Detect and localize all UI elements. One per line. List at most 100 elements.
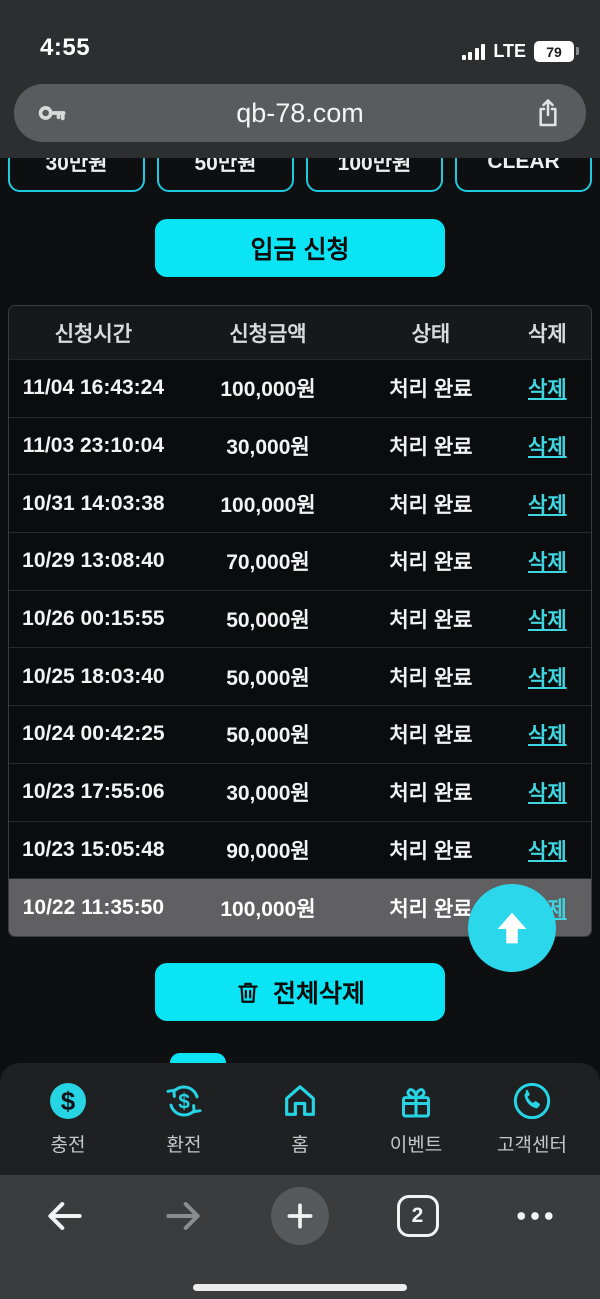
request-time: 10/23 15:05:48: [9, 838, 178, 862]
status-text: 처리 완료: [358, 489, 504, 519]
request-amount-text: 50,000원: [226, 666, 310, 690]
table-body: 11/04 16:43:24 100,000원 처리 완료 삭제 11/03 23:10…: [9, 359, 591, 936]
delete-link-text[interactable]: 삭제: [528, 666, 567, 690]
nav-label-event: 이벤트: [389, 1135, 443, 1156]
back-button[interactable]: [36, 1187, 94, 1245]
tab-count-icon: 2: [396, 1195, 439, 1237]
delete-all-button[interactable]: 전체삭제: [155, 962, 445, 1021]
status-text-text: 처리 완료: [389, 666, 473, 690]
delete-link-text[interactable]: 삭제: [528, 493, 567, 517]
status-text-text: 처리 완료: [389, 897, 473, 921]
delete-link[interactable]: 삭제: [504, 373, 591, 403]
delete-link-text[interactable]: 삭제: [528, 436, 567, 460]
clock: 4:55: [40, 34, 91, 61]
request-time-text: 11/03 23:10:04: [22, 434, 165, 458]
network-type: LTE: [493, 41, 526, 61]
home-indicator[interactable]: [193, 1284, 407, 1291]
svg-text:$: $: [178, 1091, 190, 1114]
delete-link-text[interactable]: 삭제: [528, 839, 567, 863]
delete-link[interactable]: 삭제: [504, 777, 591, 807]
request-amount: 50,000원: [178, 662, 358, 692]
request-amount-text: 50,000원: [226, 609, 310, 633]
request-time: 10/23 17:55:06: [9, 780, 178, 804]
menu-button[interactable]: [506, 1187, 564, 1245]
request-time-text: 10/29 13:08:40: [22, 549, 165, 573]
status-text-text: 처리 완료: [389, 436, 473, 460]
table-row: 10/23 17:55:06 30,000원 처리 완료 삭제: [9, 762, 591, 821]
delete-link[interactable]: 삭제: [504, 546, 591, 576]
nav-label-support: 고객센터: [497, 1135, 567, 1156]
url-text: qb-78.com: [236, 97, 364, 128]
url-row: qb-78.com: [0, 70, 600, 142]
request-amount-text: 100,000원: [220, 378, 316, 402]
table-row: 11/03 23:10:04 30,000원 처리 완료 삭제: [9, 416, 591, 475]
request-amount-text: 70,000원: [226, 551, 310, 575]
arrow-up-icon: [489, 905, 535, 951]
site-bottom-nav: $ 충전 $ 환전 홈: [0, 1063, 600, 1175]
request-time: 11/04 16:43:24: [9, 376, 178, 400]
tab-switcher-button[interactable]: 2: [389, 1187, 447, 1245]
delete-link-text[interactable]: 삭제: [528, 724, 567, 748]
status-text: 처리 완료: [358, 835, 504, 865]
delete-link-text[interactable]: 삭제: [528, 378, 567, 402]
delete-link[interactable]: 삭제: [504, 489, 591, 519]
request-amount: 100,000원: [178, 893, 358, 923]
status-text-text: 처리 완료: [389, 782, 473, 806]
nav-item-support[interactable]: 고객센터: [487, 1081, 577, 1157]
request-amount-text: 50,000원: [226, 724, 310, 748]
status-text: 처리 완료: [358, 777, 504, 807]
request-time: 10/29 13:08:40: [9, 549, 178, 573]
delete-link-text[interactable]: 삭제: [528, 782, 567, 806]
request-amount: 100,000원: [178, 489, 358, 519]
request-amount: 30,000원: [178, 431, 358, 461]
status-text: 처리 완료: [358, 893, 504, 923]
status-text: 처리 완료: [358, 662, 504, 692]
header-status: 상태: [411, 322, 451, 346]
table-row: 10/26 00:15:55 50,000원 처리 완료 삭제: [9, 589, 591, 648]
delete-link[interactable]: 삭제: [504, 431, 591, 461]
delete-link[interactable]: 삭제: [504, 662, 591, 692]
table-row: 10/29 13:08:40 70,000원 처리 완료 삭제: [9, 532, 591, 590]
new-tab-button[interactable]: [271, 1187, 329, 1245]
status-text-text: 처리 완료: [389, 724, 473, 748]
request-time: 10/22 11:35:50: [9, 896, 178, 920]
delete-link-text[interactable]: 삭제: [528, 609, 567, 633]
delete-link-text[interactable]: 삭제: [528, 551, 567, 575]
nav-label-exchange: 환전: [166, 1135, 202, 1156]
request-time: 10/31 14:03:38: [9, 492, 178, 516]
scroll-to-top-button[interactable]: [468, 884, 556, 972]
request-amount-text: 100,000원: [220, 897, 316, 921]
table-header-row: 신청시간 신청금액 상태 삭제: [9, 306, 591, 359]
nav-item-exchange[interactable]: $ 환전: [139, 1081, 229, 1157]
browser-top-chrome: 4:55 LTE 79: [0, 0, 600, 158]
request-amount: 100,000원: [178, 373, 358, 403]
table-row: 11/04 16:43:24 100,000원 처리 완료 삭제: [9, 359, 591, 417]
request-amount-text: 100,000원: [220, 493, 316, 517]
key-icon: [34, 95, 70, 131]
header-delete: 삭제: [528, 322, 567, 346]
request-amount: 30,000원: [178, 777, 358, 807]
nav-item-home[interactable]: 홈: [255, 1081, 345, 1157]
home-icon: [280, 1081, 320, 1121]
battery-icon: 79: [534, 41, 579, 62]
trash-icon: [235, 979, 261, 1005]
request-time: 10/25 18:03:40: [9, 665, 178, 689]
share-icon[interactable]: [530, 95, 566, 131]
nav-item-charge[interactable]: $ 충전: [23, 1081, 113, 1157]
delete-all-label: 전체삭제: [272, 979, 365, 1008]
request-time-text: 10/25 18:03:40: [22, 664, 165, 688]
delete-link[interactable]: 삭제: [504, 719, 591, 749]
deposit-request-button[interactable]: 입금 신청: [155, 219, 445, 277]
address-bar[interactable]: qb-78.com: [14, 84, 586, 142]
request-time-text: 10/24 00:42:25: [22, 722, 165, 746]
deposit-history-table: 신청시간 신청금액 상태 삭제 11/04 16:43:24 100,000원 처리…: [8, 305, 592, 937]
request-amount: 50,000원: [178, 604, 358, 634]
request-time-text: 10/22 11:35:50: [22, 895, 165, 919]
table-row: 10/24 00:42:25 50,000원 처리 완료 삭제: [9, 705, 591, 763]
delete-link[interactable]: 삭제: [504, 604, 591, 634]
nav-item-event[interactable]: 이벤트: [371, 1081, 461, 1157]
request-time-text: 11/04 16:43:24: [22, 376, 165, 400]
delete-link[interactable]: 삭제: [504, 835, 591, 865]
forward-button[interactable]: [154, 1187, 212, 1245]
